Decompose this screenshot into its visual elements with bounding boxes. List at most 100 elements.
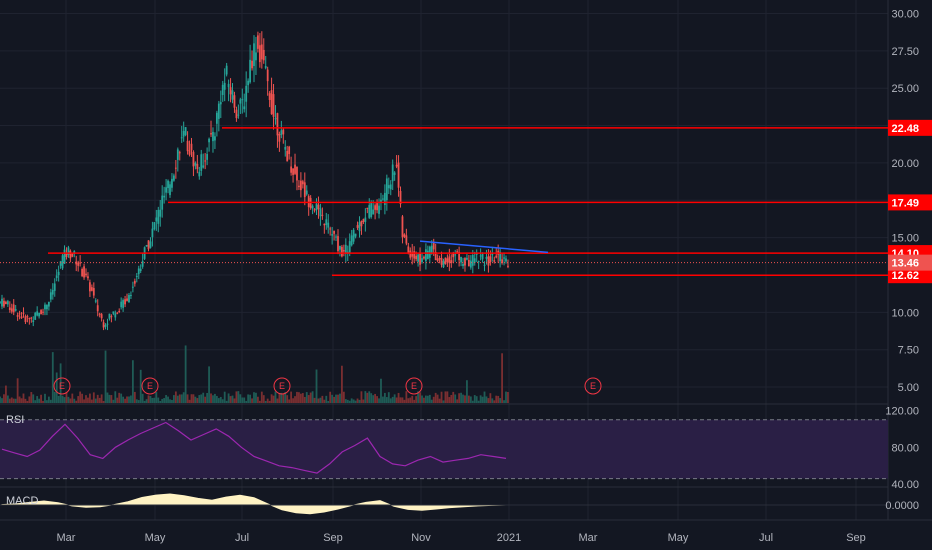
volume-bar (460, 392, 462, 403)
candle-body (173, 175, 175, 181)
earnings-marker-label: E (147, 381, 153, 391)
horizontal-levels[interactable] (0, 127, 888, 276)
candle-body (167, 180, 169, 189)
price-axis[interactable]: 30.0027.5025.0022.5020.0017.5015.0012.50… (885, 8, 932, 512)
volume-bar (370, 393, 373, 403)
volume-bar (100, 394, 103, 403)
volume-bar (278, 393, 281, 403)
volume-bar (178, 394, 181, 403)
volume-bar (270, 394, 273, 403)
candle-body (126, 298, 128, 301)
volume-bar (141, 393, 144, 403)
candle-body (219, 102, 222, 105)
candle-body (407, 246, 410, 254)
trend-line[interactable] (419, 240, 549, 254)
volume-bar (346, 399, 349, 403)
rsi-pane[interactable]: RSI (0, 414, 888, 480)
volume-bar (77, 396, 80, 403)
macd-pane[interactable]: MACD (0, 493, 888, 515)
candle-body (477, 261, 480, 263)
earnings-marker-icon[interactable] (273, 377, 291, 395)
candle-body (92, 288, 95, 296)
volume-bar (262, 395, 265, 403)
candle-body (370, 202, 373, 217)
volume-bar (298, 392, 300, 403)
volume-bar (169, 399, 171, 403)
candle-body (415, 255, 418, 260)
volume-bar (65, 391, 68, 403)
candle-body (90, 287, 93, 291)
volume-bar (239, 394, 242, 403)
candle-body (245, 85, 248, 102)
candle-body (423, 256, 425, 259)
candle-body (374, 205, 377, 210)
volume-bar (30, 392, 33, 403)
candle-body (96, 305, 99, 312)
candle-body (46, 304, 48, 310)
candle-body (395, 164, 398, 167)
candle-body (393, 172, 396, 175)
volume-bar (14, 398, 17, 403)
candle-body (299, 180, 302, 191)
volume-bar (198, 395, 201, 403)
volume-bar (225, 400, 228, 403)
candle-body (18, 313, 21, 315)
candle-body (186, 140, 189, 152)
candle-body (69, 250, 72, 259)
time-tick-label: Nov (411, 532, 431, 544)
candle-body (0, 301, 1, 303)
volume-bar (1, 398, 3, 403)
volume-bar (321, 395, 324, 403)
candle-body (163, 195, 166, 198)
volume-bar (81, 393, 83, 403)
time-axis[interactable]: Mar May Jul Sep Nov 2021 Mar May Jul Sep (57, 532, 866, 544)
volume-bar (401, 397, 404, 403)
candle-body (278, 133, 281, 142)
volume-bar (122, 396, 125, 403)
volume-bars (0, 345, 509, 403)
candle-body (495, 255, 498, 258)
candle-body (32, 320, 35, 323)
candle-body (454, 254, 457, 256)
macd-histogram-area (1, 493, 507, 515)
candle-body (360, 221, 363, 227)
volume-bar (227, 393, 230, 403)
volume-bar (440, 391, 443, 403)
earnings-marker-icon[interactable] (141, 377, 159, 395)
volume-bar (96, 394, 99, 403)
volume-bar (188, 399, 191, 403)
candle-body (130, 294, 132, 296)
candle-body (339, 245, 341, 250)
candle-body (376, 202, 378, 211)
macd-tick-label: 0.0000 (885, 500, 919, 512)
volume-bar (444, 391, 447, 403)
earnings-marker-icon[interactable] (405, 377, 423, 395)
candle-body (44, 304, 46, 310)
volume-bar (368, 391, 371, 403)
earnings-marker-icon[interactable] (53, 377, 71, 395)
volume-bar (253, 392, 255, 403)
candle-body (253, 43, 255, 67)
candle-body (282, 129, 285, 135)
candle-body (135, 275, 138, 277)
candle-body (184, 127, 187, 135)
candle-body (331, 234, 334, 236)
candle-body (71, 252, 74, 257)
candle-body (444, 257, 447, 265)
candle-body (305, 190, 308, 195)
candle-body (83, 266, 85, 278)
candle-body (366, 207, 369, 209)
rsi-tick-label: 120.00 (885, 406, 919, 418)
volume-bar (501, 353, 503, 403)
earnings-marker-icon[interactable] (584, 377, 602, 395)
volume-bar (485, 396, 488, 403)
candle-body (460, 257, 462, 263)
time-tick-label: Mar (579, 532, 598, 544)
candle-body (260, 44, 263, 60)
volume-bar (137, 400, 140, 403)
candle-body (53, 283, 56, 291)
volume-bar (71, 393, 74, 403)
candle-body (34, 312, 37, 320)
